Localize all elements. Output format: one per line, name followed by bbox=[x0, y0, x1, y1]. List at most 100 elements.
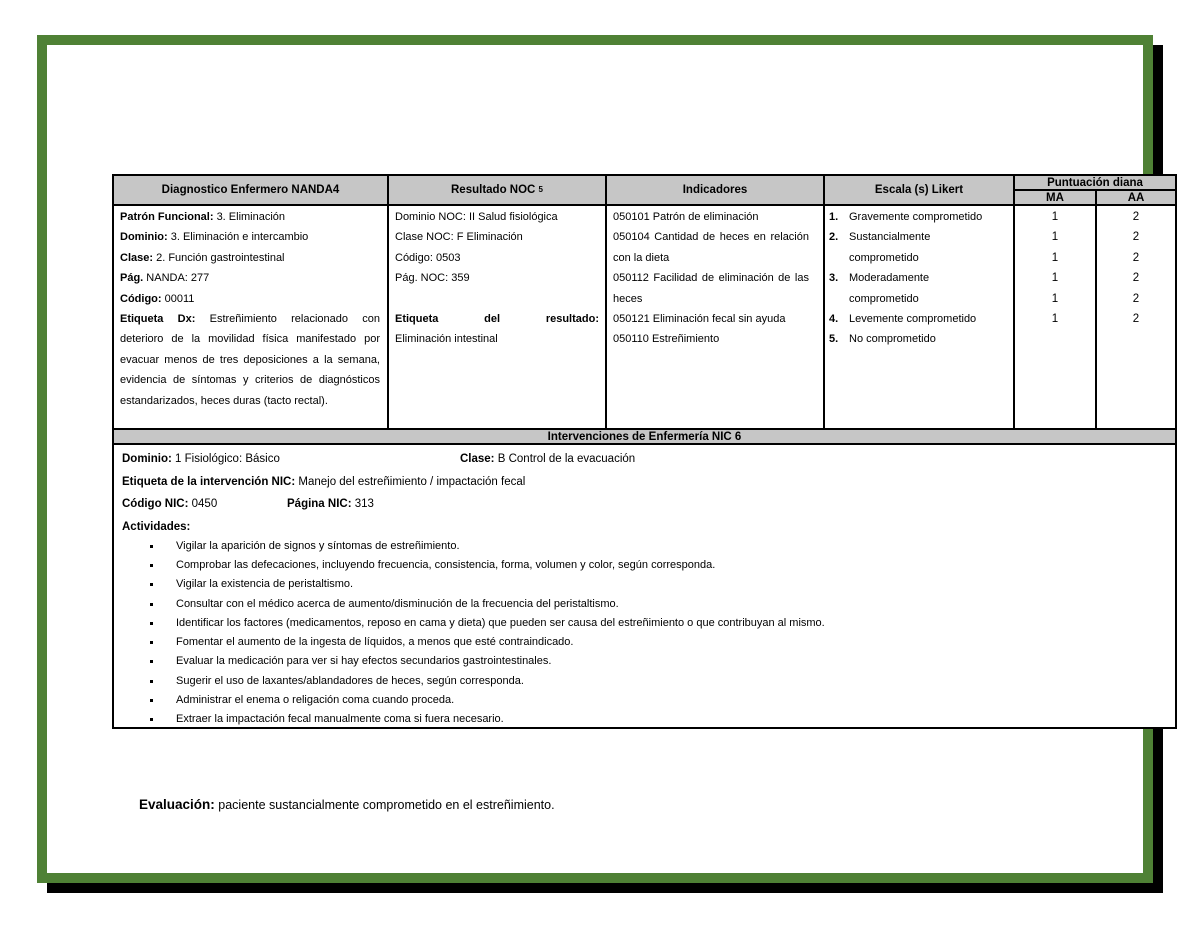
nic-codigo-label: Código NIC: bbox=[122, 498, 189, 510]
noc-line: Código: 0503 bbox=[395, 251, 461, 264]
nanda-value: 2. Función gastrointestinal bbox=[156, 251, 285, 264]
ma-score: 1 bbox=[1051, 313, 1059, 326]
nic-line-actividades: Actividades: bbox=[122, 516, 1167, 539]
nic-dominio-value: 1 Fisiológico: Básico bbox=[175, 453, 280, 465]
likert-number: 5. bbox=[829, 333, 839, 346]
likert-item: 4. Levemente comprometido bbox=[825, 309, 1013, 329]
nic-actividad-item: Comprobar las defecaciones, incluyendo f… bbox=[150, 559, 1167, 571]
aa-score: 2 bbox=[1132, 292, 1140, 305]
header-resultado-noc-label: Resultado NOC bbox=[451, 184, 536, 196]
noc-line: Clase NOC: F Eliminación bbox=[395, 231, 523, 244]
nic-actividad-item: Consultar con el médico acerca de aument… bbox=[150, 598, 1167, 610]
nic-line-etiqueta: Etiqueta de la intervención NIC: Manejo … bbox=[122, 471, 1167, 494]
likert-item: 3. Moderadamente comprometido bbox=[825, 268, 1013, 309]
noc-etiqueta-resultado-value: Eliminación intestinal bbox=[395, 333, 498, 346]
header-ma-aa-row: MA AA bbox=[1015, 191, 1175, 204]
nanda-dx-text: Estreñimiento relacionado con deterioro … bbox=[120, 313, 380, 407]
aa-score: 2 bbox=[1132, 272, 1140, 285]
indicador-item: 050110 Estreñimiento bbox=[613, 333, 720, 346]
ma-score: 1 bbox=[1051, 211, 1059, 223]
nic-actividades-label: Actividades: bbox=[122, 520, 191, 533]
document-frame: Diagnostico Enfermero NANDA4 Resultado N… bbox=[37, 35, 1177, 883]
nic-clase-value: B Control de la evacuación bbox=[497, 453, 636, 465]
nic-pagina-label: Página NIC: bbox=[287, 498, 352, 510]
evaluacion-text: paciente sustancialmente comprometido en… bbox=[218, 798, 555, 812]
table-header-row: Diagnostico Enfermero NANDA4 Resultado N… bbox=[114, 176, 1175, 206]
nanda-value: 3. Eliminación e intercambio bbox=[170, 231, 309, 244]
header-resultado-noc: Resultado NOC 5 bbox=[389, 176, 607, 204]
nanda-value: 00011 bbox=[164, 292, 195, 305]
nanda-line-pagina: Pág. NANDA: 277 bbox=[120, 268, 380, 288]
likert-item: 5. No comprometido bbox=[825, 329, 1013, 349]
nic-codigo: Código NIC: 0450 bbox=[122, 493, 287, 516]
nanda-line-codigo: Código: 00011 bbox=[120, 289, 380, 309]
header-indicadores: Indicadores bbox=[607, 176, 825, 204]
likert-text: Levemente comprometido bbox=[849, 313, 977, 326]
likert-text: Moderadamente comprometido bbox=[849, 272, 930, 305]
aa-score: 2 bbox=[1132, 251, 1140, 264]
nanda-line-clase: Clase: 2. Función gastrointestinal bbox=[120, 248, 380, 268]
noc-line: Dominio NOC: II Salud fisiológica bbox=[395, 211, 558, 223]
nic-section-body: Dominio: 1 Fisiológico: Básico Clase: B C… bbox=[114, 445, 1175, 727]
nic-line-codigo-pagina: Código NIC: 0450 Página NIC: 313 bbox=[122, 493, 1167, 516]
nic-actividad-item: Identificar los factores (medicamentos, … bbox=[150, 617, 1167, 629]
nic-pagina: Página NIC: 313 bbox=[287, 498, 374, 510]
nic-actividades-list: Vigilar la aparición de signos y síntoma… bbox=[122, 540, 1167, 725]
likert-number: 1. bbox=[829, 211, 839, 223]
likert-number: 2. bbox=[829, 231, 839, 244]
noc-etiqueta-word: resultado: bbox=[545, 313, 599, 326]
likert-text: No comprometido bbox=[849, 333, 936, 346]
nanda-label: Dominio: bbox=[120, 231, 168, 244]
nic-dominio: Dominio: 1 Fisiológico: Básico bbox=[122, 448, 460, 471]
evaluacion-note: Evaluación: paciente sustancialmente com… bbox=[139, 797, 555, 812]
likert-number: 4. bbox=[829, 313, 839, 326]
aa-score: 2 bbox=[1132, 211, 1140, 223]
indicador-item: 050104 Cantidad de heces en relación con… bbox=[613, 231, 809, 264]
header-diagnostico-nanda: Diagnostico Enfermero NANDA4 bbox=[114, 176, 389, 204]
nanda-etiqueta-dx: Etiqueta Dx: Estreñimiento relacionado c… bbox=[120, 309, 380, 411]
noc-etiqueta-resultado-label: Etiqueta del resultado: bbox=[395, 309, 599, 329]
cell-resultado-noc: Dominio NOC: II Salud fisiológica Clase … bbox=[389, 206, 607, 428]
ma-score: 1 bbox=[1051, 251, 1059, 264]
nanda-label: Patrón Funcional: bbox=[120, 211, 214, 223]
indicador-item: 050112 Facilidad de eliminación de las h… bbox=[613, 272, 809, 305]
nic-clase-label: Clase: bbox=[460, 453, 495, 465]
noc-etiqueta-word: Etiqueta bbox=[395, 313, 439, 326]
noc-line: Pág. NOC: 359 bbox=[395, 272, 470, 285]
cell-diagnostico-nanda: Patrón Funcional: 3. Eliminación Dominio… bbox=[114, 206, 389, 428]
table-body-row: Patrón Funcional: 3. Eliminación Dominio… bbox=[114, 206, 1175, 430]
likert-number: 3. bbox=[829, 272, 839, 285]
header-ma: MA bbox=[1015, 191, 1097, 204]
nic-actividad-item: Vigilar la existencia de peristaltismo. bbox=[150, 578, 1167, 590]
nic-dominio-label: Dominio: bbox=[122, 453, 172, 465]
nanda-value: 3. Eliminación bbox=[216, 211, 286, 223]
nic-clase: Clase: B Control de la evacuación bbox=[460, 453, 635, 465]
nanda-dx-label: Etiqueta Dx: bbox=[120, 313, 196, 326]
nanda-label: Pág. bbox=[120, 272, 144, 285]
nic-actividad-item: Vigilar la aparición de signos y síntoma… bbox=[150, 540, 1167, 552]
header-escala-likert: Escala (s) Likert bbox=[825, 176, 1015, 204]
likert-text: Gravemente comprometido bbox=[849, 211, 983, 223]
aa-score: 2 bbox=[1132, 231, 1140, 244]
nic-actividad-item: Sugerir el uso de laxantes/ablandadores … bbox=[150, 675, 1167, 687]
header-puntuacion-diana: Puntuación diana bbox=[1015, 176, 1175, 191]
indicador-item: 050121 Eliminación fecal sin ayuda bbox=[613, 313, 786, 326]
aa-score: 2 bbox=[1132, 313, 1140, 326]
nic-pagina-value: 313 bbox=[354, 498, 374, 510]
nic-actividad-item: Fomentar el aumento de la ingesta de líq… bbox=[150, 636, 1167, 648]
nic-section-header: Intervenciones de Enfermería NIC 6 bbox=[114, 430, 1175, 445]
noc-etiqueta-word: del bbox=[484, 313, 501, 326]
evaluacion-label: Evaluación: bbox=[139, 797, 215, 812]
cell-escala-likert: 1. Gravemente comprometido 2. Sustancialme… bbox=[825, 206, 1015, 428]
care-plan-table: Diagnostico Enfermero NANDA4 Resultado N… bbox=[112, 174, 1177, 729]
nanda-label: Clase: bbox=[120, 251, 154, 264]
nanda-value: NANDA: 277 bbox=[146, 272, 210, 285]
nic-line-dominio-clase: Dominio: 1 Fisiológico: Básico Clase: B C… bbox=[122, 448, 1167, 471]
nanda-label: Código: bbox=[120, 292, 162, 305]
header-puntuacion-diana-group: Puntuación diana MA AA bbox=[1015, 176, 1175, 204]
likert-item: 2. Sustancialmente comprometido bbox=[825, 227, 1013, 268]
nic-etiqueta-label: Etiqueta de la intervención NIC: bbox=[122, 475, 296, 488]
nic-actividad-item: Administrar el enema o religación coma c… bbox=[150, 694, 1167, 706]
indicador-item: 050101 Patrón de eliminación bbox=[613, 211, 759, 223]
